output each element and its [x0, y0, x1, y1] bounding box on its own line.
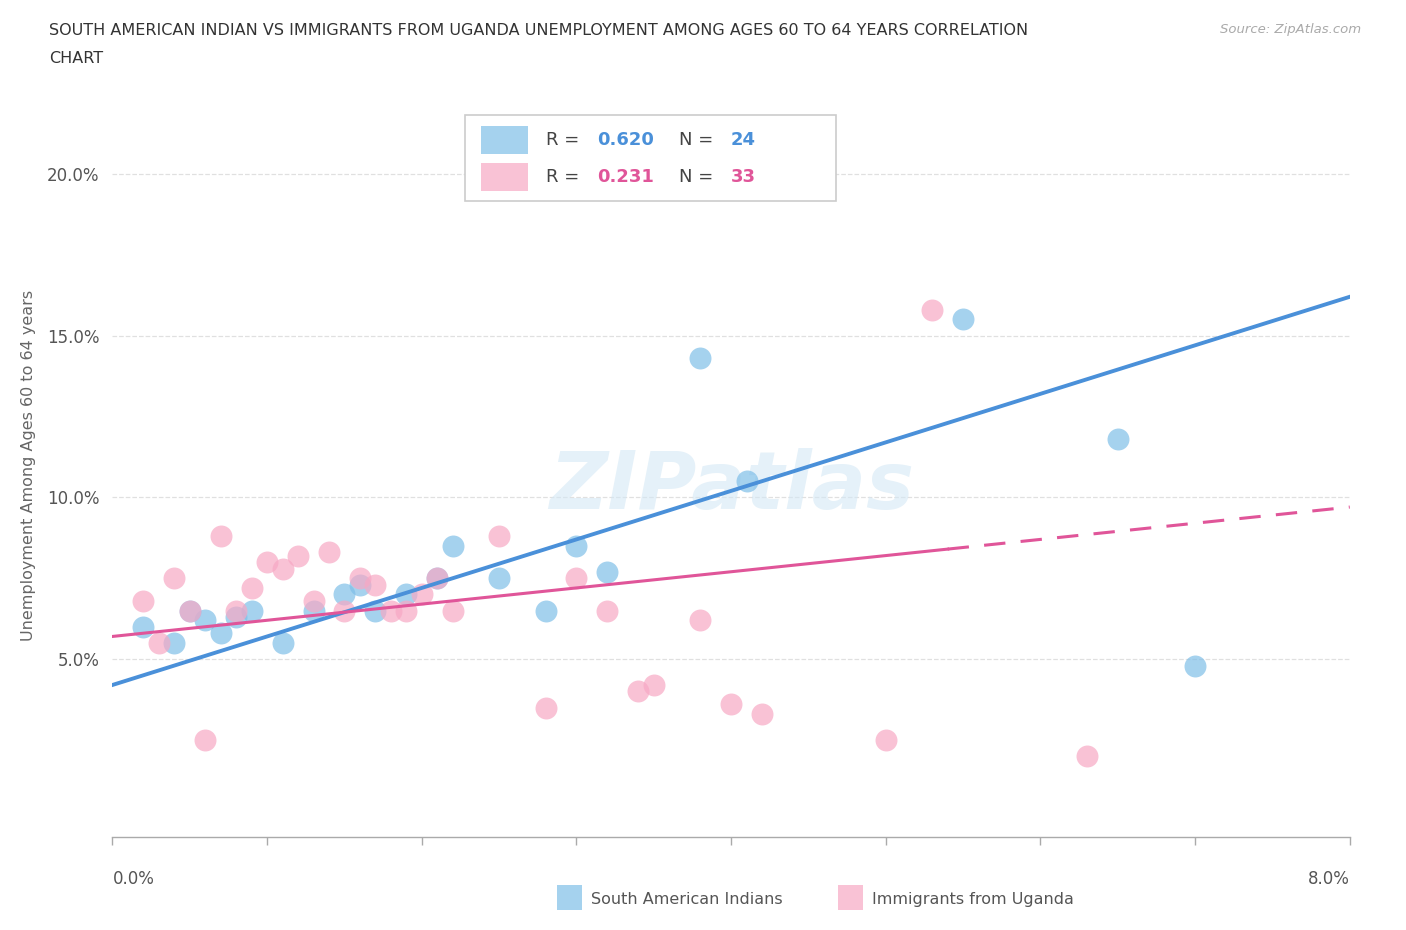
Text: R =: R = — [546, 168, 585, 186]
Point — [534, 700, 557, 715]
Point — [689, 613, 711, 628]
Text: 8.0%: 8.0% — [1308, 870, 1350, 887]
Point — [302, 593, 325, 608]
Point — [364, 578, 387, 592]
Point — [488, 571, 510, 586]
Point — [225, 604, 247, 618]
Point — [596, 604, 619, 618]
Point — [720, 697, 742, 711]
Point — [395, 604, 418, 618]
Bar — [481, 126, 529, 154]
Point — [921, 302, 943, 317]
Point — [349, 571, 371, 586]
Point — [318, 545, 340, 560]
Point — [163, 571, 186, 586]
Point — [225, 609, 247, 624]
Text: ZIPatlas: ZIPatlas — [548, 448, 914, 526]
Point — [689, 351, 711, 365]
Point — [240, 580, 263, 595]
Point — [735, 473, 758, 488]
Point — [179, 604, 201, 618]
Bar — [838, 885, 863, 910]
Point — [287, 548, 309, 563]
Point — [256, 554, 278, 569]
Text: SOUTH AMERICAN INDIAN VS IMMIGRANTS FROM UGANDA UNEMPLOYMENT AMONG AGES 60 TO 64: SOUTH AMERICAN INDIAN VS IMMIGRANTS FROM… — [49, 23, 1028, 38]
Text: R =: R = — [546, 131, 585, 149]
Point — [163, 635, 186, 650]
Bar — [557, 885, 582, 910]
Point — [194, 733, 217, 748]
Text: 0.620: 0.620 — [598, 131, 654, 149]
Point — [426, 571, 449, 586]
Point — [364, 604, 387, 618]
Text: South American Indians: South American Indians — [591, 892, 782, 907]
Text: 0.0%: 0.0% — [112, 870, 155, 887]
Point — [596, 565, 619, 579]
Point — [302, 604, 325, 618]
Text: CHART: CHART — [49, 51, 103, 66]
Point — [952, 312, 974, 326]
Point — [441, 604, 464, 618]
Point — [565, 571, 588, 586]
Point — [148, 635, 170, 650]
Text: Source: ZipAtlas.com: Source: ZipAtlas.com — [1220, 23, 1361, 36]
Point — [1107, 432, 1129, 446]
Point — [240, 604, 263, 618]
Point — [333, 587, 356, 602]
Point — [349, 578, 371, 592]
Point — [1076, 749, 1098, 764]
Point — [271, 635, 294, 650]
Bar — [481, 163, 529, 192]
Point — [426, 571, 449, 586]
Point — [194, 613, 217, 628]
Point — [209, 626, 232, 641]
Text: 0.231: 0.231 — [598, 168, 654, 186]
Point — [627, 684, 650, 698]
Point — [333, 604, 356, 618]
Text: N =: N = — [679, 131, 718, 149]
Point — [441, 538, 464, 553]
Point — [380, 604, 402, 618]
Point — [132, 593, 155, 608]
Point — [395, 587, 418, 602]
Point — [643, 678, 665, 693]
Point — [565, 538, 588, 553]
Y-axis label: Unemployment Among Ages 60 to 64 years: Unemployment Among Ages 60 to 64 years — [21, 289, 35, 641]
FancyBboxPatch shape — [465, 115, 837, 201]
Text: N =: N = — [679, 168, 718, 186]
Point — [488, 529, 510, 544]
Point — [1184, 658, 1206, 673]
Text: 24: 24 — [731, 131, 756, 149]
Text: Immigrants from Uganda: Immigrants from Uganda — [872, 892, 1074, 907]
Point — [875, 733, 897, 748]
Point — [179, 604, 201, 618]
Point — [411, 587, 433, 602]
Point — [209, 529, 232, 544]
Text: 33: 33 — [731, 168, 756, 186]
Point — [271, 561, 294, 576]
Point — [751, 707, 773, 722]
Point — [534, 604, 557, 618]
Point — [132, 619, 155, 634]
